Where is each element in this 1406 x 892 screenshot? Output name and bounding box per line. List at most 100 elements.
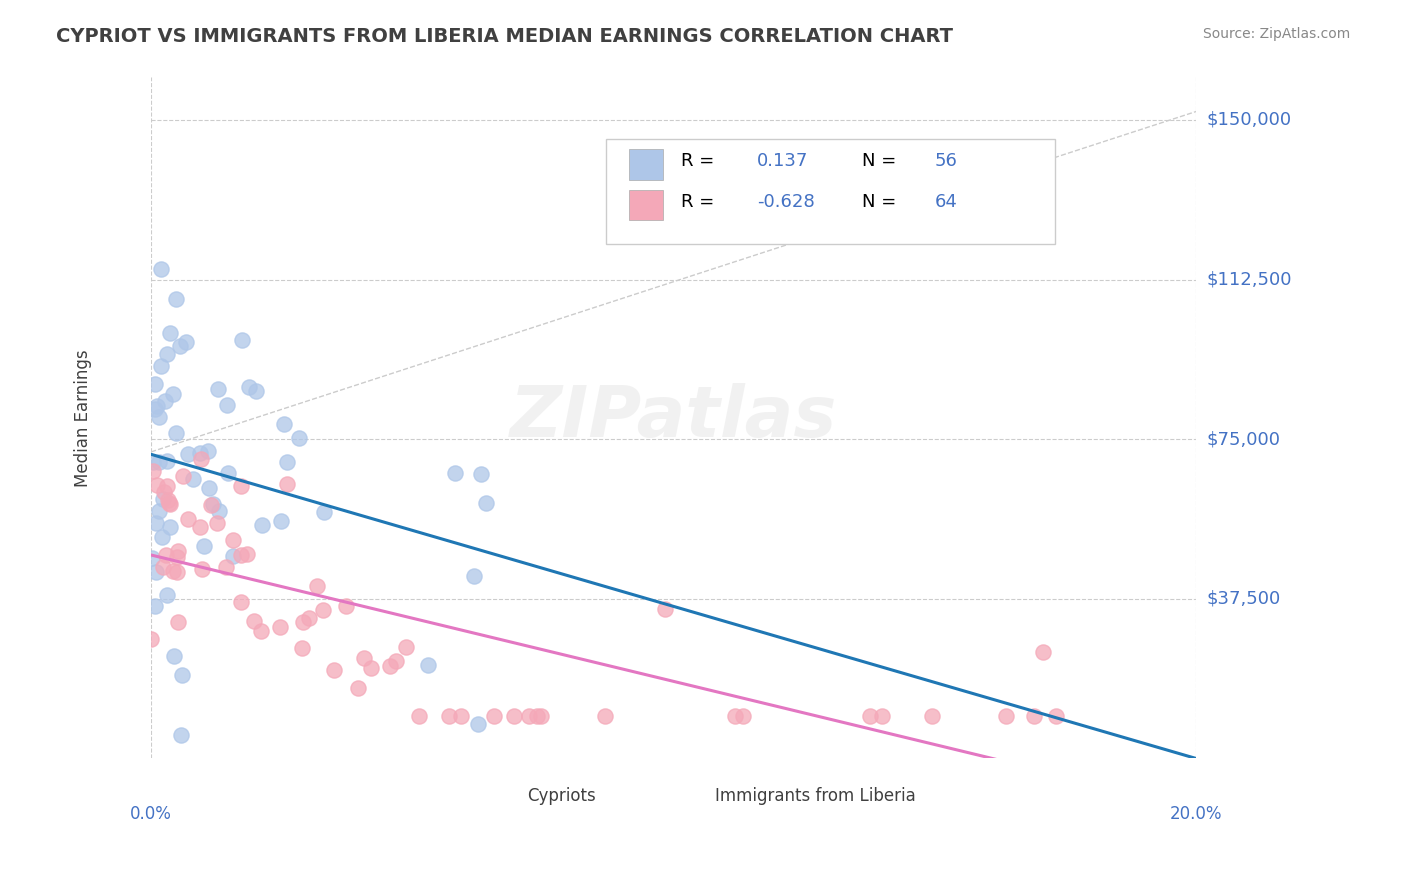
Text: Immigrants from Liberia: Immigrants from Liberia [716, 788, 917, 805]
Point [166, 549, 188, 564]
Point [378, 659, 401, 673]
Point [385, 654, 408, 668]
Point [353, 650, 375, 665]
Point [207, 382, 229, 396]
Point [159, 520, 181, 534]
Point [217, 466, 239, 480]
Point [174, 334, 197, 349]
Point [169, 728, 191, 742]
Point [191, 562, 214, 576]
Point [188, 520, 211, 534]
Point [146, 478, 169, 492]
Point [152, 492, 174, 507]
Point [238, 380, 260, 394]
Point [654, 602, 676, 616]
Text: 64: 64 [935, 193, 957, 211]
FancyBboxPatch shape [606, 139, 1054, 244]
Point [859, 708, 882, 723]
Point [245, 384, 267, 398]
Point [159, 326, 181, 340]
Point [155, 548, 177, 562]
Point [530, 708, 553, 723]
Point [287, 431, 309, 445]
Text: $112,500: $112,500 [1206, 270, 1292, 288]
Point [148, 410, 170, 425]
Point [156, 588, 179, 602]
Point [166, 565, 188, 579]
Point [1032, 645, 1054, 659]
Point [143, 376, 166, 391]
Point [231, 334, 253, 348]
Point [323, 663, 346, 677]
Point [731, 708, 754, 723]
Point [143, 599, 166, 613]
Point [273, 417, 295, 431]
Point [215, 559, 238, 574]
Point [177, 512, 200, 526]
Point [335, 599, 357, 614]
Text: R =: R = [681, 193, 714, 211]
Point [181, 472, 204, 486]
Point [162, 387, 184, 401]
Point [188, 445, 211, 459]
Point [236, 547, 259, 561]
Point [994, 708, 1017, 723]
Point [207, 516, 229, 531]
Point [250, 518, 273, 533]
Point [143, 402, 166, 417]
Text: CYPRIOT VS IMMIGRANTS FROM LIBERIA MEDIAN EARNINGS CORRELATION CHART: CYPRIOT VS IMMIGRANTS FROM LIBERIA MEDIA… [56, 27, 953, 45]
Point [198, 481, 221, 495]
Point [312, 603, 335, 617]
Bar [628, 149, 664, 179]
Text: ZIPatlas: ZIPatlas [510, 384, 838, 452]
Point [150, 530, 173, 544]
Text: 56: 56 [935, 153, 957, 170]
Point [229, 479, 252, 493]
Point [593, 708, 616, 723]
Point [450, 708, 472, 723]
Point [291, 640, 314, 655]
Text: Cypriots: Cypriots [527, 788, 596, 805]
Text: 20.0%: 20.0% [1170, 805, 1222, 823]
Point [231, 595, 253, 609]
Bar [679, 787, 704, 805]
Point [162, 564, 184, 578]
Point [157, 496, 180, 510]
Point [145, 516, 167, 530]
Text: N =: N = [862, 193, 896, 211]
Point [276, 455, 298, 469]
Point [167, 544, 190, 558]
Point [156, 454, 179, 468]
Point [149, 359, 172, 373]
Point [467, 717, 489, 731]
Text: 0.0%: 0.0% [131, 805, 172, 823]
Point [416, 657, 439, 672]
Bar [491, 787, 517, 805]
Point [1022, 708, 1045, 723]
Point [517, 708, 540, 723]
Point [141, 632, 163, 646]
Point [190, 452, 212, 467]
Text: $150,000: $150,000 [1206, 111, 1292, 129]
Point [208, 504, 231, 518]
Point [165, 425, 187, 440]
Point [872, 708, 894, 723]
Point [200, 498, 222, 512]
Point [229, 548, 252, 562]
Point [193, 539, 215, 553]
Point [142, 455, 165, 469]
Point [201, 497, 224, 511]
Point [314, 505, 336, 519]
Point [145, 400, 167, 414]
Text: -0.628: -0.628 [758, 193, 815, 211]
Point [149, 261, 172, 276]
Text: $37,500: $37,500 [1206, 590, 1281, 607]
Text: Median Earnings: Median Earnings [75, 349, 93, 487]
Point [222, 549, 245, 563]
Point [1045, 708, 1067, 723]
Text: N =: N = [862, 153, 896, 170]
Point [156, 479, 179, 493]
Point [437, 708, 460, 723]
Point [176, 447, 198, 461]
Point [141, 550, 163, 565]
